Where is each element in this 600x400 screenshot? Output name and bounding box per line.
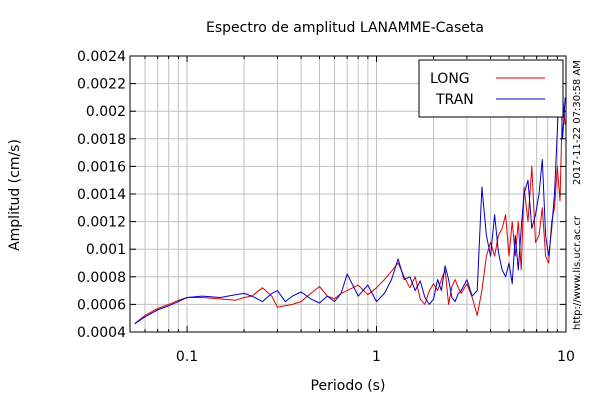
y-tick-label: 0.0024	[77, 49, 126, 65]
legend: LONG TRAN	[418, 59, 564, 118]
y-tick-label: 0.0004	[77, 325, 126, 341]
y-tick-label: 0.001	[86, 242, 126, 258]
series-line-tran	[134, 69, 566, 325]
series-line-long	[134, 96, 566, 325]
x-tick-label: 0.1	[176, 349, 198, 365]
y-tick-label: 0.0022	[77, 77, 126, 93]
y-tick-label: 0.0012	[77, 215, 126, 231]
y-tick-label: 0.0016	[77, 159, 126, 175]
x-tick-label: 10	[557, 349, 575, 365]
y-tick-label: 0.0006	[77, 297, 126, 313]
side-url-text: http://www.lis.ucr.ac.cr	[572, 215, 583, 330]
y-tick-label: 0.0018	[77, 132, 126, 148]
y-tick-label: 0.0014	[77, 187, 126, 203]
y-tick-labels: 0.0004 0.0006 0.0008 0.001 0.0012 0.0014 0.001…	[77, 49, 126, 341]
axis-ticks	[129, 55, 567, 333]
y-tick-label: 0.002	[86, 104, 126, 120]
x-tick-labels: 0.1 1 10	[176, 349, 575, 365]
legend-label-tran: TRAN	[435, 92, 474, 108]
legend-box	[418, 59, 564, 118]
side-timestamp-text: 2017-11-22 07:30:58 AM	[572, 60, 583, 185]
chart-title: Espectro de amplitud LANAMME-Caseta	[206, 20, 484, 36]
y-axis-label: Amplitud (cm/s)	[7, 139, 23, 251]
legend-label-long: LONG	[430, 71, 470, 87]
y-tick-label: 0.0008	[77, 270, 126, 286]
x-tick-label: 1	[372, 349, 381, 365]
x-axis-label: Periodo (s)	[311, 378, 386, 394]
series-lines	[134, 69, 566, 325]
